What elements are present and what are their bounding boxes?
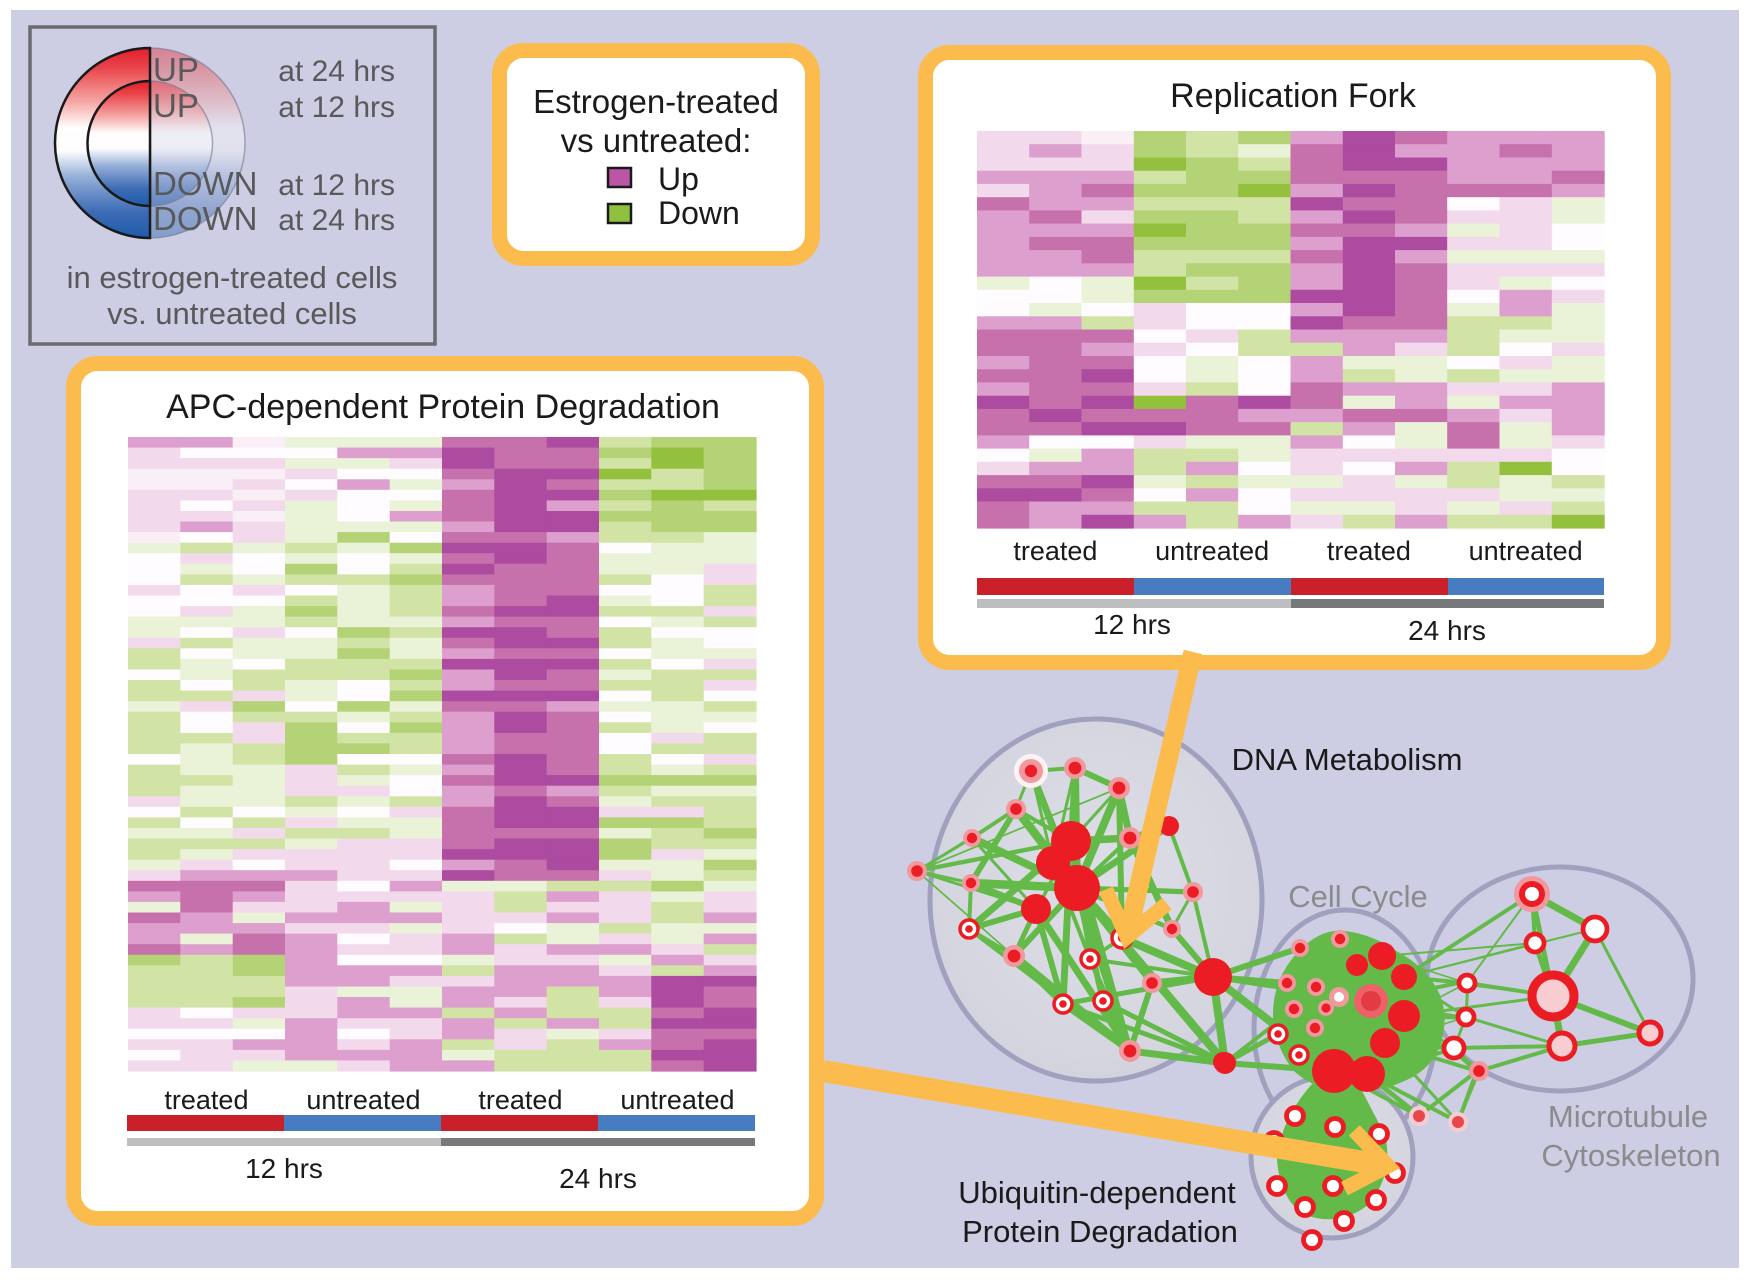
svg-text:24 hrs: 24 hrs bbox=[1408, 615, 1486, 646]
svg-text:Cell Cycle: Cell Cycle bbox=[1288, 879, 1428, 914]
svg-text:treated: treated bbox=[478, 1085, 562, 1115]
svg-text:UP: UP bbox=[153, 87, 199, 124]
svg-text:vs untreated:: vs untreated: bbox=[561, 122, 752, 159]
svg-text:DOWN: DOWN bbox=[153, 165, 257, 202]
svg-text:at 24 hrs: at 24 hrs bbox=[278, 55, 395, 88]
svg-text:12 hrs: 12 hrs bbox=[245, 1153, 323, 1184]
svg-text:untreated: untreated bbox=[620, 1085, 734, 1115]
svg-text:Replication Fork: Replication Fork bbox=[1170, 77, 1417, 115]
svg-text:UP: UP bbox=[153, 51, 199, 88]
svg-text:DNA Metabolism: DNA Metabolism bbox=[1232, 742, 1463, 777]
svg-text:Cytoskeleton: Cytoskeleton bbox=[1541, 1138, 1720, 1173]
svg-text:Ubiquitin-dependent: Ubiquitin-dependent bbox=[958, 1175, 1236, 1210]
svg-text:treated: treated bbox=[1327, 536, 1411, 566]
svg-text:APC-dependent Protein Degradat: APC-dependent Protein Degradation bbox=[166, 388, 720, 426]
svg-text:Down: Down bbox=[658, 195, 740, 231]
svg-text:untreated: untreated bbox=[306, 1085, 420, 1115]
svg-text:at 24 hrs: at 24 hrs bbox=[278, 204, 395, 237]
svg-text:at 12 hrs: at 12 hrs bbox=[278, 91, 395, 124]
svg-text:untreated: untreated bbox=[1469, 536, 1583, 566]
svg-text:24 hrs: 24 hrs bbox=[559, 1163, 637, 1194]
svg-text:Estrogen-treated: Estrogen-treated bbox=[533, 83, 779, 120]
svg-text:treated: treated bbox=[1013, 536, 1097, 566]
svg-text:DOWN: DOWN bbox=[153, 200, 257, 237]
svg-text:Up: Up bbox=[658, 161, 699, 197]
svg-text:at 12 hrs: at 12 hrs bbox=[278, 169, 395, 202]
svg-text:Microtubule: Microtubule bbox=[1548, 1099, 1708, 1134]
svg-text:untreated: untreated bbox=[1155, 536, 1269, 566]
svg-text:Protein Degradation: Protein Degradation bbox=[962, 1214, 1238, 1249]
svg-text:vs. untreated cells: vs. untreated cells bbox=[107, 296, 357, 331]
svg-text:12 hrs: 12 hrs bbox=[1093, 609, 1171, 640]
svg-text:in estrogen-treated cells: in estrogen-treated cells bbox=[67, 260, 398, 295]
svg-text:treated: treated bbox=[164, 1085, 248, 1115]
